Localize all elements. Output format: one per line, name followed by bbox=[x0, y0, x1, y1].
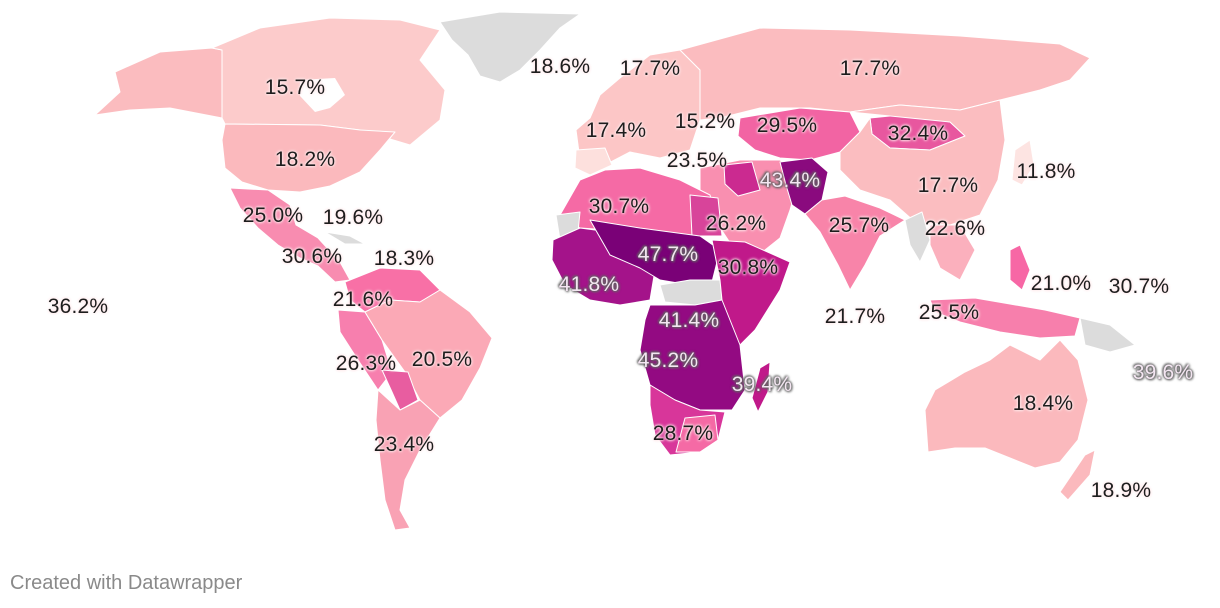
region-myanmar[interactable] bbox=[904, 211, 931, 263]
value-label: 22.6% bbox=[924, 217, 986, 240]
value-label: 28.7% bbox=[652, 422, 714, 445]
value-label: 32.4% bbox=[887, 122, 949, 145]
region-central-asia[interactable] bbox=[737, 107, 861, 161]
value-label: 23.5% bbox=[666, 149, 728, 172]
region-india[interactable] bbox=[804, 195, 906, 291]
value-label: 43.4% bbox=[759, 169, 821, 192]
value-label: 26.2% bbox=[705, 212, 767, 235]
region-iberia[interactable] bbox=[574, 147, 613, 176]
value-label: 25.7% bbox=[828, 214, 890, 237]
region-japan[interactable] bbox=[1011, 139, 1035, 186]
region-indonesia[interactable] bbox=[929, 297, 1081, 339]
region-southeast-asia[interactable] bbox=[929, 224, 976, 281]
region-australia[interactable] bbox=[924, 339, 1089, 469]
region-alaska[interactable] bbox=[94, 47, 223, 119]
region-south-africa[interactable] bbox=[675, 414, 719, 453]
value-label: 15.2% bbox=[674, 110, 736, 133]
value-label: 23.4% bbox=[373, 433, 435, 456]
datawrapper-credit[interactable]: Created with Datawrapper bbox=[10, 572, 243, 594]
value-label: 17.7% bbox=[619, 57, 681, 80]
region-mexico[interactable] bbox=[229, 187, 351, 283]
region-egypt[interactable] bbox=[689, 194, 723, 237]
value-label: 17.7% bbox=[917, 174, 979, 197]
value-label: 41.4% bbox=[658, 309, 720, 332]
region-china[interactable] bbox=[839, 99, 1006, 226]
region-brazil[interactable] bbox=[364, 289, 493, 419]
region-caribbean[interactable] bbox=[324, 231, 366, 245]
value-label: 17.4% bbox=[585, 119, 647, 142]
value-label: 18.9% bbox=[1090, 479, 1152, 502]
value-label: 39.6% bbox=[1132, 361, 1194, 384]
value-label: 21.7% bbox=[824, 305, 886, 328]
value-label: 39.4% bbox=[731, 373, 793, 396]
value-label: 29.5% bbox=[756, 114, 818, 137]
value-label: 30.8% bbox=[717, 256, 779, 279]
region-horn-of-africa[interactable] bbox=[711, 239, 791, 346]
value-label: 47.7% bbox=[637, 243, 699, 266]
region-madagascar[interactable] bbox=[751, 361, 771, 413]
value-label: 45.2% bbox=[637, 349, 699, 372]
value-label: 36.2% bbox=[47, 295, 109, 318]
value-label: 15.7% bbox=[264, 76, 326, 99]
value-label: 25.5% bbox=[918, 301, 980, 324]
value-label: 18.3% bbox=[373, 247, 435, 270]
value-label: 21.0% bbox=[1030, 272, 1092, 295]
value-label: 18.6% bbox=[529, 55, 591, 78]
value-label: 21.6% bbox=[332, 288, 394, 311]
region-new-zealand[interactable] bbox=[1059, 449, 1096, 501]
value-label: 11.8% bbox=[1016, 160, 1076, 183]
region-united-states[interactable] bbox=[221, 123, 396, 193]
value-label: 41.8% bbox=[558, 273, 620, 296]
value-label: 17.7% bbox=[839, 57, 901, 80]
value-label: 25.0% bbox=[242, 204, 304, 227]
region-greenland[interactable] bbox=[439, 11, 581, 83]
value-label: 30.6% bbox=[281, 245, 343, 268]
region-iraq[interactable] bbox=[723, 161, 761, 197]
value-label: 20.5% bbox=[411, 348, 473, 371]
value-label: 18.4% bbox=[1012, 392, 1074, 415]
value-label: 26.3% bbox=[335, 352, 397, 375]
value-label: 19.6% bbox=[322, 206, 384, 229]
value-label: 30.7% bbox=[1108, 275, 1170, 298]
hudson-bay bbox=[300, 78, 345, 112]
region-papua-new-guinea[interactable] bbox=[1079, 317, 1136, 353]
region-southern-cone[interactable] bbox=[375, 389, 441, 531]
world-map bbox=[94, 11, 1136, 531]
value-label: 30.7% bbox=[588, 195, 650, 218]
region-central-africa[interactable] bbox=[639, 299, 746, 411]
value-label: 18.2% bbox=[274, 148, 336, 171]
region-philippines[interactable] bbox=[1009, 244, 1031, 291]
